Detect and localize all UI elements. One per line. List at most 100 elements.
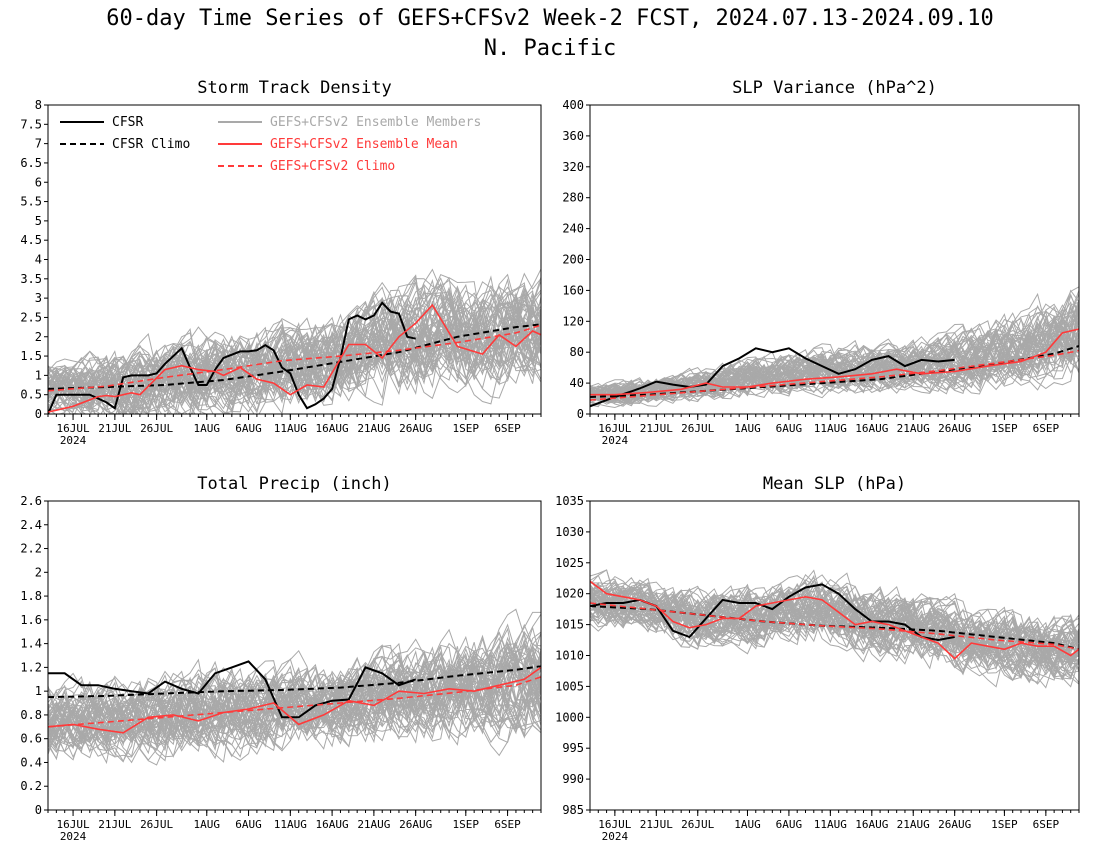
x-year-label: 2024 — [60, 830, 87, 843]
ensemble-member-line — [48, 628, 541, 747]
x-tick-label: 26JUL — [681, 818, 714, 831]
panel-title: Storm Track Density — [197, 78, 391, 98]
y-tick-label: 8 — [35, 98, 42, 112]
x-year-label: 2024 — [602, 830, 629, 843]
legend-gefs-climo-label: GEFS+CFSv2 Climo — [270, 159, 395, 174]
y-tick-label: 1.5 — [20, 349, 42, 363]
ensemble-member-line — [48, 301, 541, 409]
x-tick-label: 1AUG — [734, 818, 761, 831]
ensemble-member-line — [48, 654, 541, 758]
x-tick-label: 16AUG — [855, 422, 888, 435]
y-tick-label: 1015 — [555, 618, 584, 632]
ensemble-member-line — [48, 268, 541, 407]
y-tick-label: 1025 — [555, 556, 584, 570]
legend-cfsr-climo-label: CFSR Climo — [112, 137, 190, 152]
y-tick-label: 5 — [35, 214, 42, 228]
ensemble-member-line — [48, 277, 541, 408]
ensemble-member-line — [48, 645, 541, 750]
x-tick-label: 26AUG — [399, 818, 432, 831]
x-tick-label: 16AUG — [316, 818, 349, 831]
ensemble-member-line — [590, 587, 1079, 673]
x-tick-label: 16JUL — [598, 818, 631, 831]
y-tick-label: 1035 — [555, 494, 584, 508]
y-tick-label: 0 — [35, 407, 42, 421]
chart-panel-4: Mean SLP (hPa) 985 990 995 1000 1005 1010 1015 1… — [555, 474, 1080, 843]
x-tick-label: 26JUL — [681, 422, 714, 435]
ensemble-member-line — [590, 305, 1079, 400]
legend-ens-mean-label: GEFS+CFSv2 Ensemble Mean — [270, 137, 458, 152]
x-tick-label: 16JUL — [598, 422, 631, 435]
x-tick-label: 26JUL — [140, 422, 173, 435]
y-tick-label: 7 — [35, 137, 42, 151]
series-line-gefs-cfsv2-ensemble-mean — [590, 580, 1079, 660]
y-tick-label: 2 — [35, 330, 42, 344]
y-tick-label: 1030 — [555, 525, 584, 539]
x-tick-label: 6AUG — [776, 818, 803, 831]
y-tick-label: 0 — [577, 407, 584, 421]
x-tick-label: 16AUG — [316, 422, 349, 435]
y-tick-label: 0 — [35, 803, 42, 817]
series-line-gefs-cfsv2-climo — [48, 324, 541, 392]
series-line-gefs-cfsv2-climo — [590, 602, 1079, 651]
series-line-cfsr-climo — [590, 345, 1079, 398]
y-tick-label: 360 — [562, 129, 584, 143]
plot-frame — [47, 500, 542, 811]
y-tick-label: 1 — [35, 684, 42, 698]
y-tick-label: 1.8 — [20, 589, 42, 603]
plot-area — [48, 608, 541, 766]
ensemble-member-line — [590, 583, 1079, 671]
series-line-cfsr-climo — [48, 323, 541, 390]
x-tick-label: 21AUG — [357, 422, 390, 435]
x-tick-label: 6SEP — [1033, 818, 1060, 831]
figure-title: 60-day Time Series of GEFS+CFSv2 Week-2 … — [106, 6, 994, 31]
y-tick-label: 400 — [562, 98, 584, 112]
y-tick-label: 2.6 — [20, 494, 42, 508]
y-tick-label: 1010 — [555, 649, 584, 663]
series-line-cfsr — [48, 301, 416, 414]
x-tick-label: 16JUL — [57, 818, 90, 831]
y-tick-label: 200 — [562, 253, 584, 267]
x-year-label: 2024 — [60, 434, 87, 447]
ensemble-member-line — [48, 635, 541, 758]
y-tick-label: 1005 — [555, 679, 584, 693]
chart-panel-1: Storm Track Density 0 0.5 1 1.5 2 2.5 3 3.5 4 4.5 5… — [20, 78, 542, 447]
ensemble-member-line — [48, 284, 541, 414]
x-tick-label: 26AUG — [938, 818, 971, 831]
y-tick-label: 6 — [35, 175, 42, 189]
y-tick-label: 80 — [570, 345, 584, 359]
ensemble-member-line — [48, 645, 541, 745]
series-line-gefs-cfsv2-climo — [590, 349, 1079, 401]
x-tick-label: 1AUG — [194, 818, 221, 831]
series-line-cfsr — [48, 660, 417, 719]
x-tick-label: 21AUG — [897, 422, 930, 435]
y-tick-label: 2 — [35, 565, 42, 579]
x-tick-label: 21JUL — [640, 422, 673, 435]
figure-subtitle-region: N. Pacific — [483, 36, 617, 61]
y-tick-label: 2.4 — [20, 518, 42, 532]
x-tick-label: 11AUG — [814, 818, 847, 831]
y-tick-label: 0.5 — [20, 388, 42, 402]
y-tick-label: 0.8 — [20, 708, 42, 722]
x-tick-label: 1AUG — [734, 422, 761, 435]
x-tick-label: 16JUL — [57, 422, 90, 435]
ensemble-member-line — [48, 656, 541, 748]
x-year-label: 2024 — [602, 434, 629, 447]
x-tick-label: 11AUG — [814, 422, 847, 435]
chart-panel-3: Total Precip (inch) 0 0.2 0.4 0.6 0.8 1 1.2 1.4 1… — [20, 474, 542, 843]
x-tick-label: 1SEP — [453, 422, 480, 435]
y-tick-label: 120 — [562, 314, 584, 328]
y-tick-label: 2.2 — [20, 542, 42, 556]
x-tick-label: 6SEP — [1033, 422, 1060, 435]
x-tick-label: 11AUG — [274, 818, 307, 831]
x-tick-label: 21AUG — [357, 818, 390, 831]
y-tick-label: 995 — [562, 741, 584, 755]
chart-panel-2: SLP Variance (hPa^2) 0 40 80 120 160 200 240 280… — [562, 78, 1080, 447]
y-tick-label: 1.2 — [20, 660, 42, 674]
ensemble-member-line — [590, 316, 1079, 402]
x-tick-label: 26JUL — [140, 818, 173, 831]
series-line-cfsr — [590, 347, 955, 408]
y-tick-label: 1 — [35, 368, 42, 382]
ensemble-member-line — [48, 315, 541, 405]
series-line-gefs-cfsv2-ensemble-mean — [48, 666, 541, 734]
x-tick-label: 6AUG — [235, 818, 262, 831]
